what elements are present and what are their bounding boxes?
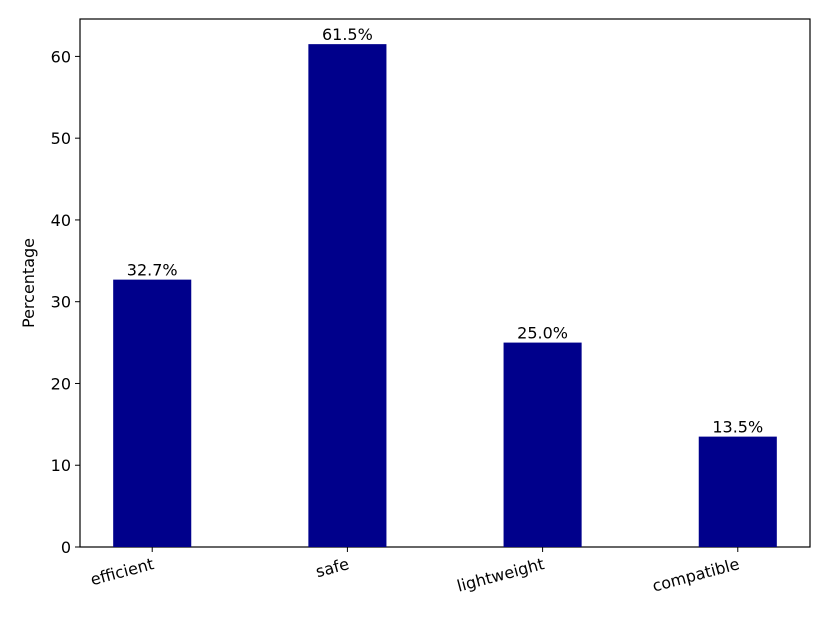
value-label: 25.0% bbox=[517, 324, 568, 343]
y-tick-label: 30 bbox=[51, 293, 71, 312]
y-tick-label: 20 bbox=[51, 374, 71, 393]
bar bbox=[308, 44, 387, 548]
y-tick-label: 50 bbox=[51, 129, 71, 148]
x-tick-label: safe bbox=[314, 554, 351, 581]
y-tick-label: 60 bbox=[51, 47, 71, 66]
bar bbox=[503, 342, 582, 547]
bar bbox=[113, 279, 192, 547]
x-tick-label: efficient bbox=[88, 554, 156, 589]
y-tick-label: 0 bbox=[61, 538, 71, 557]
y-tick-label: 40 bbox=[51, 211, 71, 230]
value-label: 61.5% bbox=[322, 25, 373, 44]
x-tick-label: compatible bbox=[650, 554, 741, 595]
value-label: 13.5% bbox=[712, 418, 763, 437]
x-tick-label: lightweight bbox=[455, 554, 546, 595]
value-label: 32.7% bbox=[127, 261, 178, 280]
plot-frame bbox=[79, 18, 811, 548]
bar bbox=[698, 436, 777, 547]
y-tick-label: 10 bbox=[51, 456, 71, 475]
y-axis-label: Percentage bbox=[19, 238, 38, 328]
